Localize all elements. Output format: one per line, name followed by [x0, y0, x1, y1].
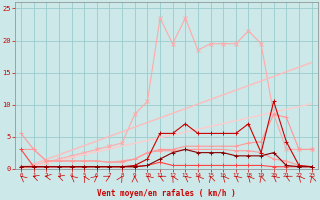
X-axis label: Vent moyen/en rafales ( km/h ): Vent moyen/en rafales ( km/h ) [97, 189, 236, 198]
